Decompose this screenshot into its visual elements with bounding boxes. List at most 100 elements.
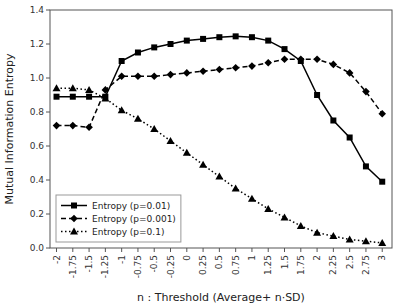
x-tick [121, 248, 122, 252]
x-tick-label: 0 [182, 255, 192, 261]
data-point [362, 88, 370, 96]
legend-label: Entropy (p=0.1) [92, 227, 164, 237]
x-tick-label: -2 [52, 255, 62, 264]
data-point [86, 94, 92, 100]
data-point [330, 118, 336, 124]
x-tick-label: 1.25 [263, 255, 273, 275]
y-tick-label: 1.2 [30, 39, 44, 49]
x-tick-label: 0.5 [214, 255, 224, 269]
data-point [101, 94, 109, 101]
data-point [362, 237, 370, 244]
series [54, 33, 386, 184]
y-tick [46, 248, 50, 249]
x-tick [170, 248, 171, 252]
data-point [183, 149, 191, 156]
data-point [265, 38, 271, 44]
legend-marker [70, 228, 78, 235]
x-tick-label: -1 [117, 255, 127, 264]
data-point [199, 67, 207, 75]
data-point [363, 163, 369, 169]
x-tick [56, 248, 57, 252]
x-tick [300, 248, 301, 252]
legend-entry: Entropy (p=0.01) [61, 201, 170, 211]
data-point [69, 84, 77, 91]
x-axis-label: n : Threshold (Average+ n·SD) [137, 291, 305, 304]
data-point [249, 34, 255, 40]
x-tick [317, 248, 318, 252]
data-point [248, 195, 256, 202]
legend-marker [70, 215, 78, 223]
data-point [119, 58, 125, 64]
data-point [118, 106, 126, 113]
x-tick-label: 2.5 [345, 255, 355, 269]
chart: 0.00.20.40.60.81.01.21.4-2-1.75-1.5-1.25… [0, 0, 400, 307]
data-point [264, 205, 272, 212]
data-point [378, 239, 386, 246]
x-tick [235, 248, 236, 252]
x-tick-label: -0.25 [166, 255, 176, 278]
y-tick [46, 180, 50, 181]
data-point [297, 222, 305, 229]
y-tick-label: 0.6 [30, 141, 45, 151]
x-tick-label: -1.25 [100, 255, 110, 278]
data-point [53, 84, 61, 91]
y-axis-label: Mutual Information Entropy [3, 53, 16, 204]
x-tick [284, 248, 285, 252]
data-point [297, 56, 305, 64]
y-tick-label: 1.0 [30, 73, 45, 83]
legend: Entropy (p=0.01) Entropy (p=0.001) Entropy… [56, 195, 181, 242]
legend-marker [71, 203, 77, 209]
x-tick [219, 248, 220, 252]
data-point [264, 59, 272, 67]
legend-label: Entropy (p=0.001) [92, 214, 176, 224]
data-point [216, 66, 224, 74]
data-point [314, 92, 320, 98]
x-tick [268, 248, 269, 252]
x-tick-label: 2.75 [361, 255, 371, 275]
y-tick-label: 0.8 [30, 107, 45, 117]
data-point [134, 73, 142, 81]
data-point [378, 110, 386, 118]
x-tick-label: 1 [247, 255, 257, 261]
legend-label: Entropy (p=0.01) [92, 201, 170, 211]
y-tick-label: 0.0 [30, 243, 45, 253]
data-point [151, 44, 157, 50]
data-point [313, 229, 321, 236]
data-point [168, 41, 174, 47]
y-tick-label: 1.4 [30, 5, 45, 15]
data-point [118, 73, 126, 81]
data-point [215, 173, 223, 180]
data-point [167, 137, 175, 144]
data-point [329, 232, 337, 239]
data-point [232, 64, 240, 72]
data-point [379, 179, 385, 185]
data-point [282, 46, 288, 52]
data-point [199, 161, 207, 168]
series-line [57, 36, 383, 181]
data-point [330, 61, 338, 69]
y-tick [46, 112, 50, 113]
data-point [216, 34, 222, 40]
x-tick [382, 248, 383, 252]
data-point [135, 50, 141, 56]
x-tick-label: -1.75 [68, 255, 78, 278]
y-tick-label: 0.2 [30, 209, 44, 219]
series [53, 84, 387, 246]
y-tick [46, 44, 50, 45]
data-point [200, 36, 206, 42]
data-point [248, 62, 256, 70]
x-tick-label: 0.25 [198, 255, 208, 275]
data-point [70, 94, 76, 100]
data-point [313, 56, 321, 64]
data-point [85, 86, 93, 93]
x-tick [349, 248, 350, 252]
series-line [57, 88, 383, 243]
x-tick [154, 248, 155, 252]
x-tick-label: -0.75 [133, 255, 143, 278]
legend-entry: Entropy (p=0.001) [61, 214, 176, 224]
series [53, 56, 386, 132]
x-tick [203, 248, 204, 252]
x-tick-label: 0.75 [231, 255, 241, 275]
x-tick-label: 2.25 [328, 255, 338, 275]
x-tick [137, 248, 138, 252]
